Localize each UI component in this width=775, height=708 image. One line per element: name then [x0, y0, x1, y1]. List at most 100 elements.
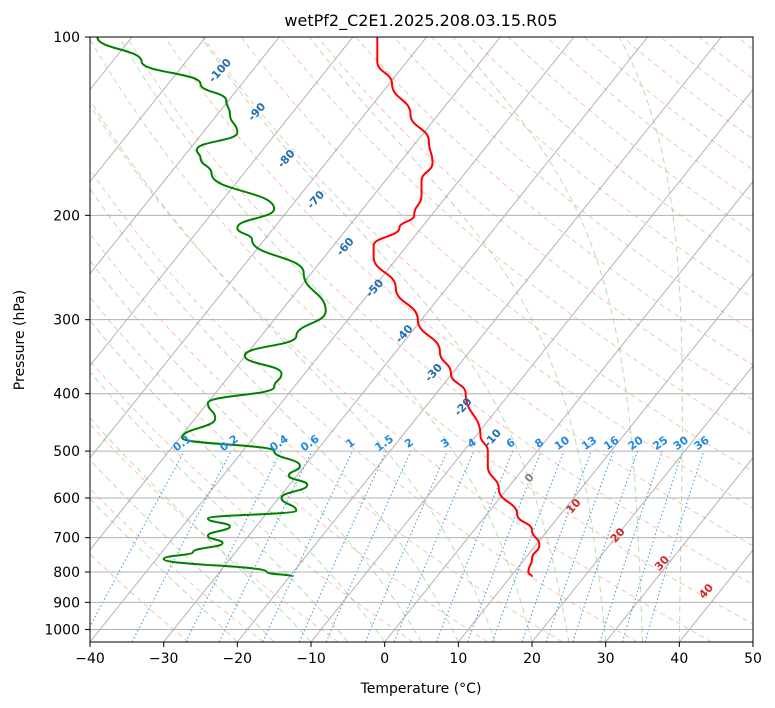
dry-adiabat — [90, 488, 264, 642]
isotherm — [605, 457, 753, 642]
moist-adiabat — [90, 188, 459, 642]
x-tick-label: 50 — [744, 651, 762, 667]
isotherm — [531, 364, 753, 642]
isotherm-label: -80 — [275, 147, 298, 171]
isotherm — [0, 37, 58, 642]
isotherm-label: -100 — [206, 56, 234, 85]
dry-adiabat — [545, 37, 753, 202]
moist-adiabat — [90, 319, 386, 642]
moist-adiabat — [90, 371, 349, 642]
background-lines — [0, 37, 753, 642]
y-tick-label: 700 — [53, 531, 80, 547]
isotherm-label: 0 — [522, 470, 537, 485]
mixing-ratio-line — [621, 450, 684, 642]
dry-adiabat — [736, 37, 753, 50]
y-axis-title: Pressure (hPa) — [12, 290, 28, 390]
isotherm — [90, 37, 575, 642]
moist-adiabat — [90, 459, 275, 642]
mixing-ratio-line — [435, 450, 514, 642]
dry-adiabat — [469, 37, 753, 266]
mixing-ratio-line — [185, 450, 282, 642]
dry-adiabat — [164, 37, 753, 547]
mixing-ratio-label: 16 — [601, 433, 621, 453]
dry-adiabat — [90, 232, 563, 642]
mixing-ratio-label: 3 — [438, 436, 452, 451]
isotherm — [90, 37, 354, 367]
y-tick-label: 1000 — [44, 622, 80, 638]
y-tick-label: 500 — [53, 444, 80, 460]
isotherm — [163, 37, 649, 642]
y-tick-label: 300 — [53, 313, 80, 329]
dry-adiabat — [583, 37, 753, 171]
isotherm — [310, 88, 753, 642]
y-tick-label: 600 — [53, 491, 80, 507]
isotherm — [457, 272, 753, 642]
mixing-ratio-label: 1 — [344, 436, 358, 451]
series-layer — [96, 37, 541, 578]
x-tick-label: −20 — [223, 651, 253, 667]
x-tick-label: −30 — [149, 651, 179, 667]
x-tick-label: 30 — [597, 651, 615, 667]
isotherm-label: -60 — [334, 235, 357, 259]
moist-adiabat — [308, 37, 607, 642]
dry-adiabat — [90, 423, 339, 642]
dry-adiabat — [393, 37, 753, 332]
mixing-ratio-line — [644, 450, 705, 642]
mixing-ratio-label: 30 — [671, 433, 691, 453]
isotherm-label: -30 — [422, 361, 445, 385]
dry-adiabat — [431, 37, 753, 299]
isotherm — [90, 37, 280, 275]
mixing-ratio-line — [325, 450, 412, 642]
x-tick-label: −10 — [296, 651, 326, 667]
moist-adiabat — [200, 37, 570, 642]
x-tick-label: 10 — [449, 651, 467, 667]
y-axis-ticks: 100 200 300 400 500 600 700 800 900 1000 — [44, 30, 90, 638]
isotherm — [384, 180, 753, 642]
isotherm — [678, 549, 753, 642]
isotherm — [90, 37, 207, 183]
mixing-ratio-label: 10 — [552, 433, 572, 453]
mixing-ratio-line — [467, 450, 542, 642]
mixing-ratio-line — [393, 450, 475, 642]
isotherm-label: -90 — [245, 100, 268, 124]
mixing-ratio-line — [90, 450, 185, 628]
isotherm — [90, 37, 501, 551]
x-tick-label: 40 — [670, 651, 688, 667]
mixing-ratio-label: 20 — [626, 433, 646, 453]
mixing-ratio-line — [262, 450, 353, 642]
mixing-ratio-line — [521, 450, 592, 642]
mixing-ratio-label: 4 — [465, 436, 479, 451]
moist-adiabat — [90, 98, 496, 642]
isotherm — [752, 641, 753, 642]
isotherm — [236, 37, 722, 642]
mixing-ratio-line — [364, 450, 448, 642]
mixing-ratio-line — [572, 450, 639, 642]
y-tick-label: 800 — [53, 565, 80, 581]
dry-adiabat — [90, 38, 753, 625]
x-tick-label: 0 — [380, 651, 389, 667]
isotherm — [90, 37, 428, 459]
dry-adiabat — [90, 553, 190, 642]
isotherm-label: -40 — [393, 322, 416, 346]
x-tick-label: −40 — [75, 651, 105, 667]
plot-frame — [89, 36, 754, 643]
mixing-ratio-label: 6 — [504, 436, 518, 451]
y-tick-label: 900 — [53, 595, 80, 611]
x-tick-label: 20 — [523, 651, 541, 667]
mixing-ratio-line — [298, 450, 387, 642]
x-axis-ticks: −40 −30 −20 −10 0 10 20 30 40 50 — [75, 642, 762, 667]
moist-adiabat — [118, 37, 533, 642]
mixing-ratio-line — [545, 450, 614, 642]
isotherm-label: 40 — [696, 581, 716, 601]
dry-adiabat — [507, 37, 753, 234]
mixing-ratio-line — [599, 450, 663, 642]
chart-title: wetPf2_C2E1.2025.208.03.15.R05 — [284, 11, 557, 31]
moist-adiabat — [90, 498, 238, 642]
dry-adiabat — [278, 37, 753, 436]
x-axis-title: Temperature (°C) — [360, 681, 482, 697]
dry-adiabat — [202, 37, 753, 509]
dry-adiabat — [317, 37, 753, 401]
y-tick-label: 100 — [53, 30, 80, 46]
moist-adiabat — [618, 37, 683, 642]
